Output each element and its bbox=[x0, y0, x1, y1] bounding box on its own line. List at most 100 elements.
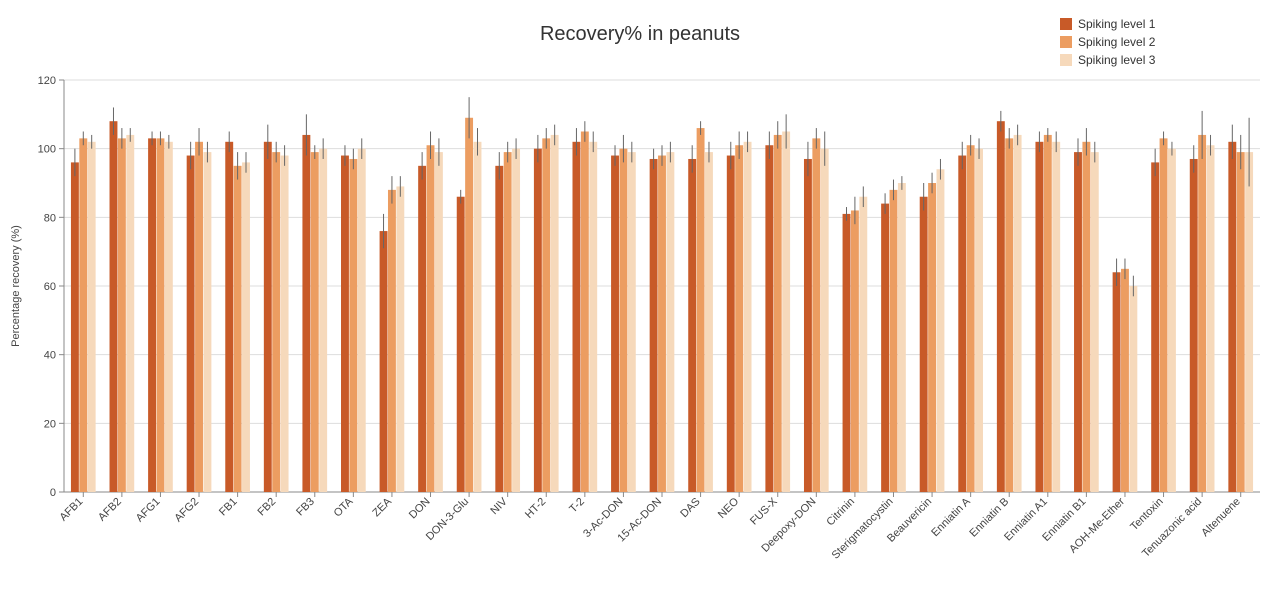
bar bbox=[358, 149, 366, 492]
bar bbox=[319, 149, 327, 492]
bar bbox=[859, 197, 867, 492]
bar bbox=[1091, 152, 1099, 492]
bar bbox=[928, 183, 936, 492]
chart-container: 020406080100120Percentage recovery (%)Re… bbox=[0, 0, 1280, 602]
y-tick-label: 100 bbox=[38, 144, 56, 156]
bar bbox=[396, 186, 404, 492]
bar bbox=[821, 149, 829, 492]
legend-label: Spiking level 2 bbox=[1078, 35, 1156, 49]
bar bbox=[782, 132, 790, 493]
bar bbox=[697, 128, 705, 492]
bar bbox=[88, 142, 96, 492]
bar bbox=[1121, 269, 1129, 492]
bar bbox=[1160, 138, 1168, 492]
bar bbox=[611, 156, 619, 492]
bar bbox=[744, 142, 752, 492]
bar bbox=[1052, 142, 1060, 492]
bar bbox=[1237, 152, 1245, 492]
bar bbox=[388, 190, 396, 492]
y-tick-label: 20 bbox=[44, 418, 56, 430]
bar bbox=[774, 135, 782, 492]
bar bbox=[572, 142, 580, 492]
bar bbox=[1198, 135, 1206, 492]
bar bbox=[157, 138, 165, 492]
bar bbox=[1044, 135, 1052, 492]
bar bbox=[187, 156, 195, 492]
bar bbox=[79, 138, 87, 492]
bar bbox=[110, 121, 118, 492]
bar bbox=[534, 149, 542, 492]
bar bbox=[126, 135, 134, 492]
bar bbox=[589, 142, 597, 492]
y-tick-label: 80 bbox=[44, 212, 56, 224]
bar bbox=[542, 138, 550, 492]
legend-label: Spiking level 3 bbox=[1078, 53, 1156, 67]
y-tick-label: 40 bbox=[44, 350, 56, 362]
bar bbox=[71, 162, 79, 492]
y-tick-label: 0 bbox=[50, 487, 56, 499]
bar bbox=[148, 138, 156, 492]
bar bbox=[225, 142, 233, 492]
bar bbox=[727, 156, 735, 492]
bar bbox=[457, 197, 465, 492]
bar bbox=[581, 132, 589, 493]
bar bbox=[380, 231, 388, 492]
bar bbox=[765, 145, 773, 492]
bar bbox=[705, 152, 713, 492]
bar bbox=[234, 166, 242, 492]
bar bbox=[619, 149, 627, 492]
bar bbox=[1035, 142, 1043, 492]
bar bbox=[1168, 149, 1176, 492]
bar bbox=[495, 166, 503, 492]
bar bbox=[890, 190, 898, 492]
y-tick-label: 60 bbox=[44, 281, 56, 293]
bar bbox=[281, 156, 289, 492]
bar bbox=[851, 210, 859, 492]
bar bbox=[1129, 286, 1137, 492]
bar bbox=[843, 214, 851, 492]
bar bbox=[302, 135, 310, 492]
bar bbox=[272, 152, 280, 492]
bar bbox=[349, 159, 357, 492]
bar bbox=[958, 156, 966, 492]
bar bbox=[658, 156, 666, 492]
bar bbox=[1005, 138, 1013, 492]
bar bbox=[165, 142, 173, 492]
bar bbox=[937, 169, 945, 492]
bar bbox=[242, 162, 250, 492]
bar bbox=[881, 204, 889, 492]
bar bbox=[1074, 152, 1082, 492]
bar bbox=[967, 145, 975, 492]
bar bbox=[512, 149, 520, 492]
bar bbox=[1190, 159, 1198, 492]
legend-swatch bbox=[1060, 54, 1072, 66]
bar bbox=[195, 142, 203, 492]
bar bbox=[628, 152, 636, 492]
bar bbox=[898, 183, 906, 492]
bar bbox=[504, 152, 512, 492]
bar bbox=[465, 118, 473, 492]
bar bbox=[264, 142, 272, 492]
bar bbox=[1082, 142, 1090, 492]
bar bbox=[650, 159, 658, 492]
bar bbox=[427, 145, 435, 492]
bar bbox=[418, 166, 426, 492]
bar bbox=[551, 135, 559, 492]
bar bbox=[1207, 145, 1215, 492]
legend-swatch bbox=[1060, 18, 1072, 30]
bar bbox=[435, 152, 443, 492]
bar bbox=[735, 145, 743, 492]
bar bbox=[1151, 162, 1159, 492]
bar bbox=[311, 152, 319, 492]
bar bbox=[920, 197, 928, 492]
y-tick-label: 120 bbox=[38, 75, 56, 87]
chart-title: Recovery% in peanuts bbox=[540, 23, 740, 45]
bar bbox=[688, 159, 696, 492]
bar bbox=[1228, 142, 1236, 492]
bar bbox=[1245, 152, 1253, 492]
bar bbox=[1014, 135, 1022, 492]
bar bbox=[812, 138, 820, 492]
bar bbox=[997, 121, 1005, 492]
bar-chart: 020406080100120Percentage recovery (%)Re… bbox=[0, 0, 1280, 602]
bar bbox=[666, 152, 674, 492]
